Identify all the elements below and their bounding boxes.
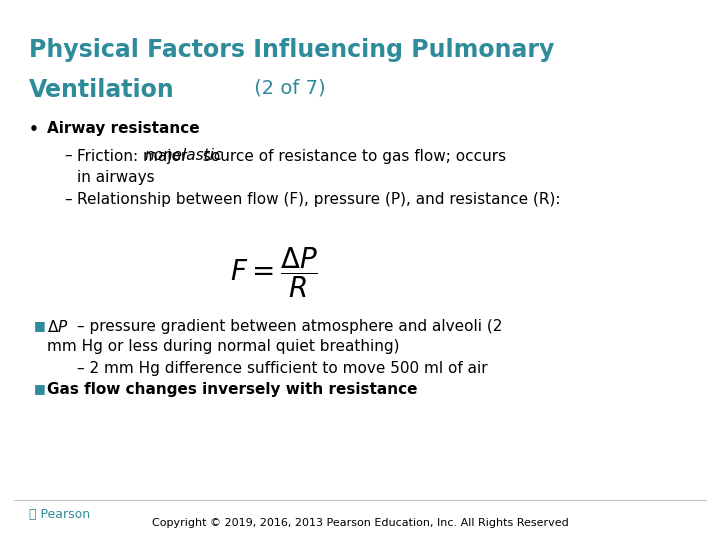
Text: Friction: major: Friction: major bbox=[77, 148, 192, 164]
Text: Ⓟ Pearson: Ⓟ Pearson bbox=[29, 508, 90, 521]
Text: $\Delta P$: $\Delta P$ bbox=[47, 319, 68, 335]
Text: Copyright © 2019, 2016, 2013 Pearson Education, Inc. All Rights Reserved: Copyright © 2019, 2016, 2013 Pearson Edu… bbox=[152, 518, 568, 529]
Text: Airway resistance: Airway resistance bbox=[47, 122, 199, 137]
Text: –: – bbox=[65, 148, 82, 164]
Text: Ventilation: Ventilation bbox=[29, 78, 174, 102]
Text: –: – bbox=[65, 192, 82, 207]
Text: (2 of 7): (2 of 7) bbox=[248, 78, 326, 97]
Text: Physical Factors Influencing Pulmonary: Physical Factors Influencing Pulmonary bbox=[29, 38, 554, 62]
Text: mm Hg or less during normal quiet breathing): mm Hg or less during normal quiet breath… bbox=[47, 339, 400, 354]
Text: Relationship between flow (F), pressure (P), and resistance (R):: Relationship between flow (F), pressure … bbox=[77, 192, 561, 207]
Text: •: • bbox=[29, 122, 49, 137]
Text: – 2 mm Hg difference sufficient to move 500 ml of air: – 2 mm Hg difference sufficient to move … bbox=[77, 361, 487, 376]
Text: ■: ■ bbox=[34, 382, 45, 395]
Text: – pressure gradient between atmosphere and alveoli (2: – pressure gradient between atmosphere a… bbox=[77, 319, 503, 334]
Text: $F = \dfrac{\Delta P}{R}$: $F = \dfrac{\Delta P}{R}$ bbox=[230, 246, 318, 300]
Text: ■: ■ bbox=[34, 319, 45, 332]
Text: Gas flow changes inversely with resistance: Gas flow changes inversely with resistan… bbox=[47, 382, 418, 397]
Text: in airways: in airways bbox=[77, 170, 155, 185]
Text: nonelastic: nonelastic bbox=[144, 148, 222, 164]
Text: source of resistance to gas flow; occurs: source of resistance to gas flow; occurs bbox=[198, 148, 506, 164]
